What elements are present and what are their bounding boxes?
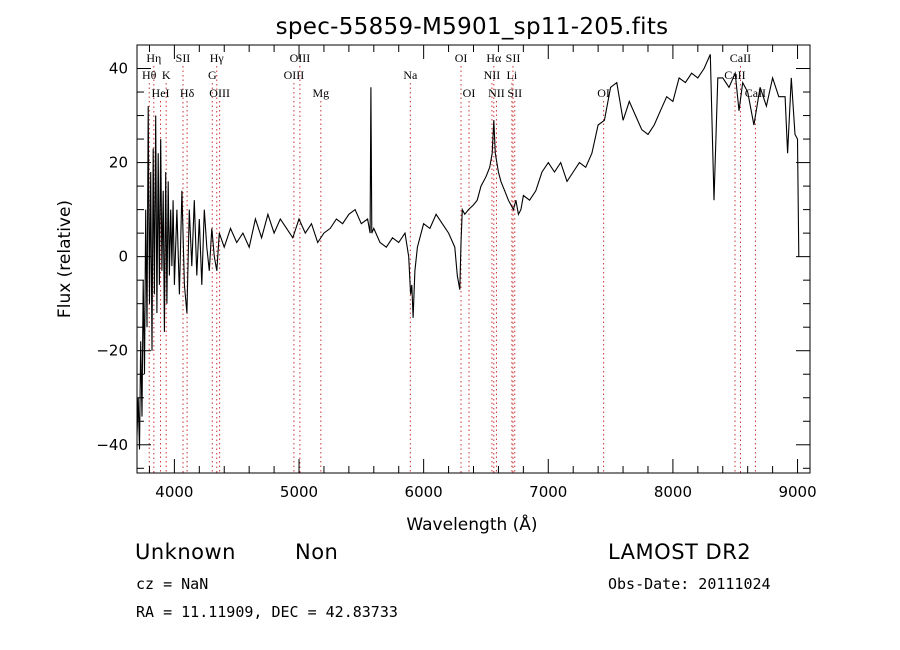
y-tick-label: −20 [96,342,128,360]
line-id-label: Li [507,68,518,82]
y-tick-label: 20 [109,154,128,172]
axis-ticks: 4000 5000 6000 7000 8000 9000 −40 −20 0 20 40 [96,44,817,501]
line-id-label: K [162,68,171,82]
x-tick-label: 7000 [529,483,567,501]
line-id-label: OIII [284,68,305,82]
x-tick-label: 4000 [155,483,193,501]
line-id-label: SII [506,51,521,65]
line-id-label: Hα [486,51,502,65]
line-id-label: OI [455,51,468,65]
x-tick-label: 6000 [405,483,443,501]
line-id-label: SII [507,86,522,100]
y-axis-label: Flux (relative) [55,200,75,318]
y-tick-label: −40 [96,436,128,454]
line-id-label: CaII [730,51,751,65]
x-axis-label: Wavelength (Å) [406,513,537,535]
spectrum-series-line [137,54,800,450]
class-label: Unknown [135,540,236,564]
line-id-label: Na [403,68,418,82]
line-id-label: OIII [209,86,230,100]
y-tick-label: 0 [118,248,128,266]
line-annotations: Hη Hθ K HeI SII Hδ Hγ G OIII OIII OIII Mg Na OI OI Hα SI… [142,51,766,473]
line-id-label: HeI [152,86,170,100]
y-tick-label: 40 [109,60,128,78]
line-id-label: Hη [146,51,161,65]
line-id-label: NII [484,68,501,82]
coordinates-readout: RA = 11.11909, DEC = 42.83733 [136,603,398,621]
line-id-label: G [208,68,217,82]
subclass-label: Non [295,540,339,564]
line-id-label: OI [597,86,610,100]
x-tick-label: 5000 [280,483,318,501]
line-id-label: OIII [290,51,311,65]
plot-frame [136,44,811,474]
line-id-label: SII [176,51,191,65]
x-tick-label: 8000 [654,483,692,501]
line-id-label: Hγ [210,51,225,65]
x-tick-label: 9000 [778,483,816,501]
line-id-label: OI [463,86,476,100]
obs-date-readout: Obs-Date: 20111024 [608,575,771,593]
line-id-label: NII [488,86,505,100]
line-id-label: Hθ [142,68,157,82]
survey-label: LAMOST DR2 [608,540,752,564]
cz-readout: cz = NaN [136,575,209,593]
line-id-label: Hδ [180,86,195,100]
line-id-label: Mg [312,86,329,100]
chart-title: spec-55859-M5901_sp11-205.fits [276,14,669,40]
